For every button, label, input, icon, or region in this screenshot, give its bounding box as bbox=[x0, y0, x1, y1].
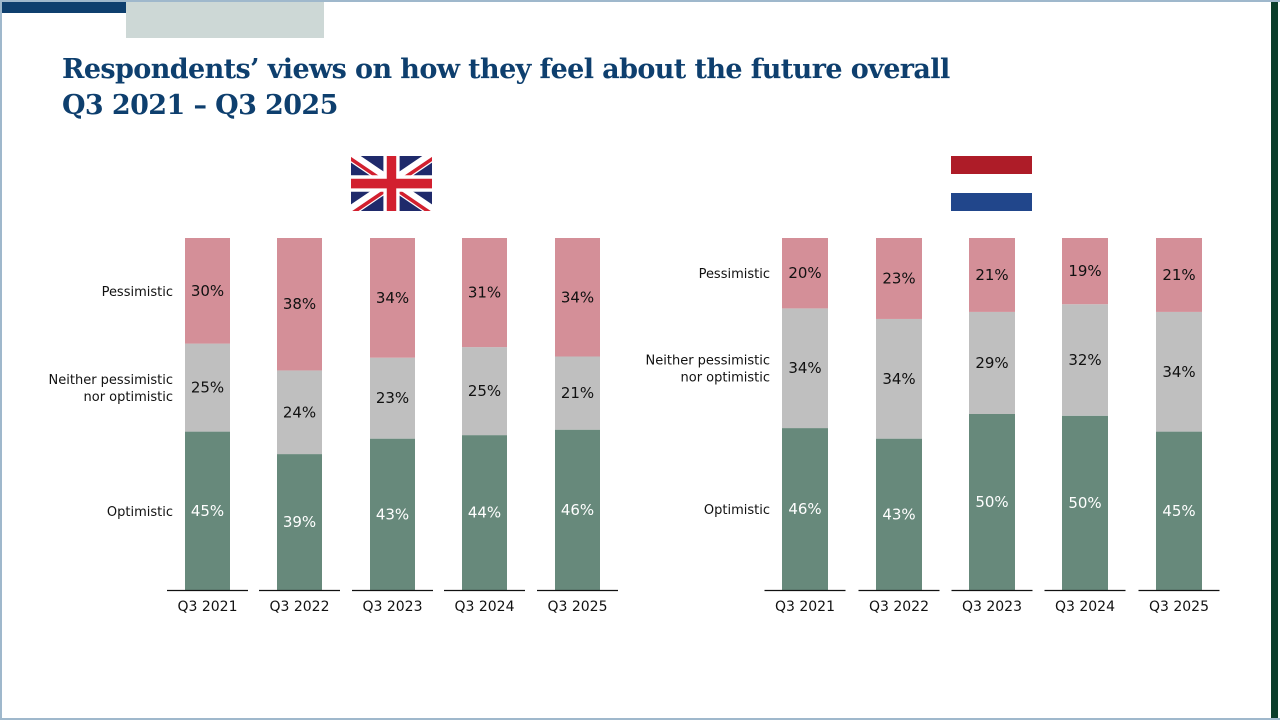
data-label-neither: 23% bbox=[376, 389, 409, 407]
x-tick-label: Q3 2025 bbox=[547, 599, 607, 615]
bar-segment-pessimistic bbox=[555, 238, 600, 357]
bar-segment-neither bbox=[462, 347, 507, 436]
accent-block-grey bbox=[126, 2, 324, 38]
bar-segment-pessimistic bbox=[782, 238, 828, 309]
bar-segment-neither bbox=[370, 357, 415, 439]
row-label-pessimistic: Pessimistic bbox=[699, 267, 770, 282]
row-label-line: Optimistic bbox=[107, 505, 173, 520]
data-label-neither: 34% bbox=[788, 359, 821, 377]
bar-segment-pessimistic bbox=[969, 238, 1015, 312]
data-label-pessimistic: 23% bbox=[882, 269, 915, 287]
chart-uk: 45% 25% 30% Q3 2021 39% 24% 38% Q3 2022 43% 23% 34… bbox=[49, 238, 618, 615]
accent-bar-navy bbox=[2, 2, 236, 13]
x-tick-label: Q3 2024 bbox=[1055, 599, 1115, 615]
row-label-neither: Neither pessimistic nor optimistic bbox=[646, 354, 770, 386]
bar-segment-pessimistic bbox=[1062, 238, 1108, 305]
bar-segment-optimistic bbox=[555, 429, 600, 590]
data-label-pessimistic: 30% bbox=[191, 282, 224, 300]
x-tick-label: Q3 2025 bbox=[1149, 599, 1209, 615]
bar-segment-neither bbox=[1062, 304, 1108, 416]
data-label-pessimistic: 34% bbox=[561, 288, 594, 306]
x-tick-label: Q3 2023 bbox=[362, 599, 422, 615]
bar-segment-optimistic bbox=[185, 431, 230, 590]
data-label-pessimistic: 20% bbox=[788, 264, 821, 282]
bar-segment-pessimistic bbox=[1156, 238, 1202, 312]
data-label-optimistic: 46% bbox=[788, 500, 821, 518]
bar-segment-pessimistic bbox=[462, 238, 507, 348]
bar-segment-optimistic bbox=[1156, 431, 1202, 590]
bar-segment-neither bbox=[876, 318, 922, 439]
uk-flag-icon bbox=[351, 156, 432, 211]
bar-segment-optimistic bbox=[876, 438, 922, 590]
bar-segment-pessimistic bbox=[876, 238, 922, 319]
slide-frame-top bbox=[0, 0, 1280, 2]
data-label-optimistic: 44% bbox=[468, 504, 501, 522]
row-label-neither: Neither pessimistic nor optimistic bbox=[49, 373, 173, 405]
data-label-neither: 32% bbox=[1068, 351, 1101, 369]
slide-frame-bottom bbox=[0, 718, 1280, 720]
bar-segment-optimistic bbox=[1062, 415, 1108, 590]
bar-segment-optimistic bbox=[969, 414, 1015, 590]
x-tick-label: Q3 2022 bbox=[269, 599, 329, 615]
data-label-neither: 25% bbox=[191, 379, 224, 397]
row-label-line: nor optimistic bbox=[681, 371, 771, 386]
slide-frame-left bbox=[0, 0, 2, 720]
bar-segment-neither bbox=[555, 356, 600, 430]
data-label-pessimistic: 31% bbox=[468, 284, 501, 302]
data-label-neither: 21% bbox=[561, 384, 594, 402]
row-label-line: Pessimistic bbox=[102, 285, 173, 300]
accent-bar-green bbox=[1271, 2, 1278, 718]
chart-nl: 46% 34% 20% Q3 2021 43% 34% 23% Q3 2022 50% 29% 21… bbox=[646, 238, 1220, 615]
data-label-optimistic: 39% bbox=[283, 513, 316, 531]
row-label-line: Neither pessimistic bbox=[646, 354, 770, 369]
bar-segment-neither bbox=[277, 370, 322, 455]
x-tick-label: Q3 2021 bbox=[775, 599, 835, 615]
data-label-pessimistic: 38% bbox=[283, 295, 316, 313]
bar-segment-neither bbox=[185, 343, 230, 432]
data-label-optimistic: 50% bbox=[1068, 494, 1101, 512]
data-label-optimistic: 43% bbox=[882, 505, 915, 523]
bar-segment-pessimistic bbox=[370, 238, 415, 358]
slide-title: Respondents’ views on how they feel abou… bbox=[62, 52, 950, 124]
bar-segment-neither bbox=[969, 311, 1015, 414]
x-tick-label: Q3 2021 bbox=[177, 599, 237, 615]
data-label-optimistic: 45% bbox=[1162, 502, 1195, 520]
bar-segment-neither bbox=[782, 308, 828, 429]
data-label-neither: 25% bbox=[468, 382, 501, 400]
row-label-line: Optimistic bbox=[704, 503, 770, 518]
data-label-pessimistic: 19% bbox=[1068, 262, 1101, 280]
data-label-neither: 34% bbox=[882, 370, 915, 388]
data-label-neither: 34% bbox=[1162, 363, 1195, 381]
bar-segment-optimistic bbox=[277, 454, 322, 590]
bar-segment-optimistic bbox=[782, 428, 828, 590]
slide-title-line1: Respondents’ views on how they feel abou… bbox=[62, 54, 950, 85]
row-label-optimistic: Optimistic bbox=[107, 505, 173, 520]
slide-title-line2: Q3 2021 – Q3 2025 bbox=[62, 90, 338, 121]
row-label-line: Neither pessimistic bbox=[49, 373, 173, 388]
bar-segment-optimistic bbox=[462, 435, 507, 590]
bar-segment-optimistic bbox=[370, 438, 415, 590]
x-tick-label: Q3 2023 bbox=[962, 599, 1022, 615]
row-label-pessimistic: Pessimistic bbox=[102, 285, 173, 300]
x-tick-label: Q3 2024 bbox=[454, 599, 514, 615]
bar-segment-pessimistic bbox=[277, 238, 322, 371]
netherlands-flag-icon bbox=[951, 156, 1032, 211]
row-label-line: nor optimistic bbox=[84, 390, 174, 405]
data-label-neither: 29% bbox=[975, 354, 1008, 372]
data-label-optimistic: 50% bbox=[975, 493, 1008, 511]
data-label-pessimistic: 21% bbox=[975, 266, 1008, 284]
x-tick-label: Q3 2022 bbox=[869, 599, 929, 615]
bar-segment-neither bbox=[1156, 311, 1202, 432]
data-label-pessimistic: 21% bbox=[1162, 266, 1195, 284]
data-label-optimistic: 43% bbox=[376, 505, 409, 523]
row-label-line: Pessimistic bbox=[699, 267, 770, 282]
row-label-optimistic: Optimistic bbox=[704, 503, 770, 518]
data-label-optimistic: 46% bbox=[561, 501, 594, 519]
data-label-neither: 24% bbox=[283, 403, 316, 421]
bar-segment-pessimistic bbox=[185, 238, 230, 344]
data-label-pessimistic: 34% bbox=[376, 289, 409, 307]
data-label-optimistic: 45% bbox=[191, 502, 224, 520]
